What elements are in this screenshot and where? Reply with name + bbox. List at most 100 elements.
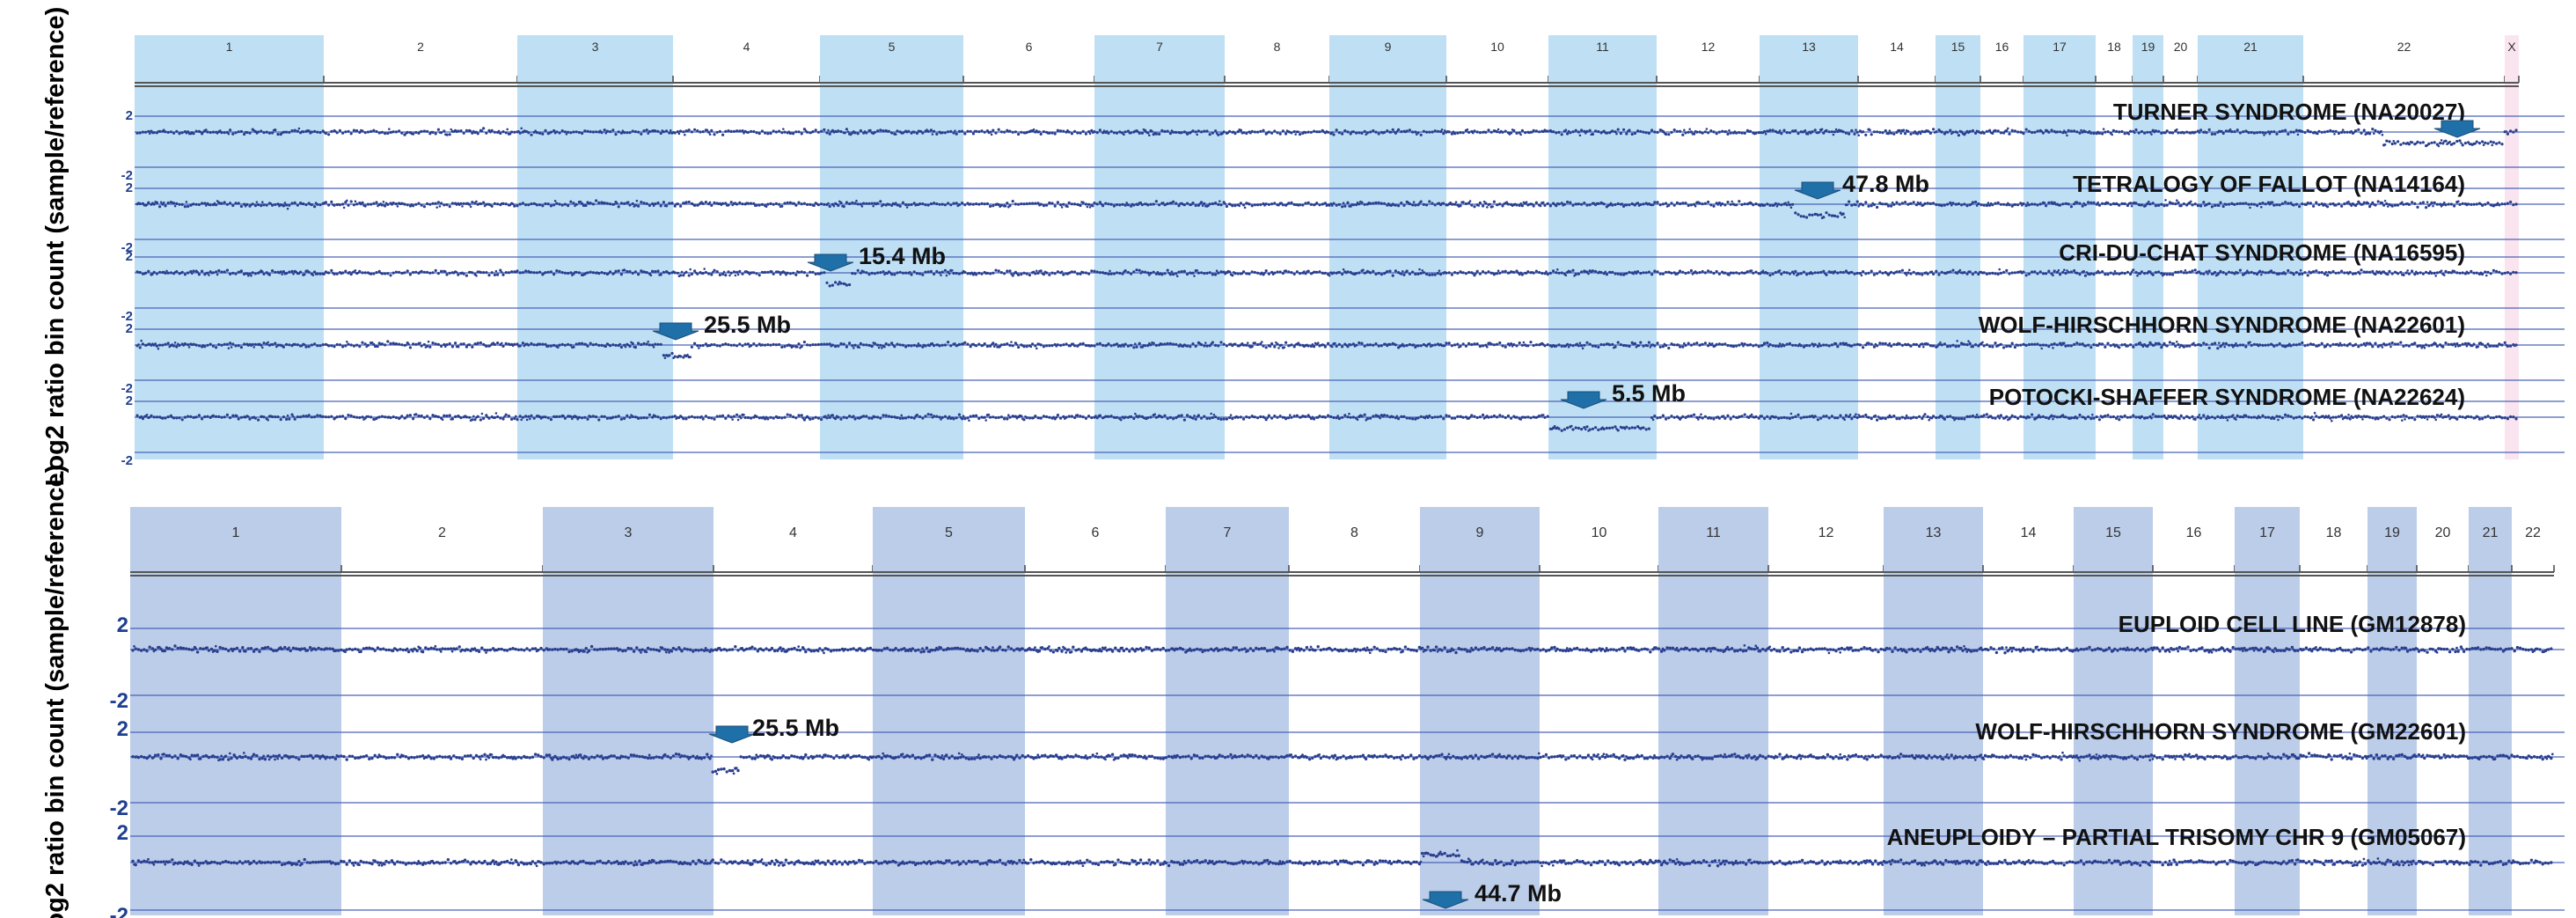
data-point bbox=[2284, 272, 2287, 275]
data-point bbox=[1299, 203, 1302, 207]
data-point bbox=[1816, 271, 1819, 275]
data-point bbox=[302, 202, 305, 206]
data-point bbox=[2157, 203, 2161, 207]
data-point bbox=[1661, 202, 1665, 206]
data-point bbox=[2177, 131, 2180, 135]
data-point bbox=[229, 416, 232, 420]
data-point bbox=[2008, 132, 2011, 136]
data-point bbox=[2489, 272, 2492, 275]
data-point bbox=[628, 344, 632, 349]
data-point bbox=[2221, 271, 2225, 275]
data-point bbox=[1093, 269, 1096, 273]
data-point bbox=[755, 272, 758, 275]
data-point bbox=[2379, 343, 2382, 347]
data-point bbox=[2250, 343, 2253, 347]
data-point bbox=[1233, 342, 1237, 346]
data-point bbox=[2140, 129, 2143, 134]
data-point bbox=[169, 271, 172, 275]
data-point bbox=[471, 201, 474, 204]
data-point bbox=[710, 129, 714, 132]
data-point bbox=[1039, 343, 1043, 347]
data-point bbox=[2083, 344, 2087, 348]
data-point bbox=[1918, 344, 1921, 349]
data-point bbox=[1968, 341, 1972, 345]
data-point bbox=[2294, 271, 2298, 275]
data-point bbox=[2404, 271, 2408, 275]
data-point bbox=[929, 202, 933, 206]
data-point bbox=[707, 272, 711, 275]
data-point bbox=[276, 202, 280, 206]
data-point bbox=[1342, 268, 1345, 271]
data-point bbox=[1998, 268, 2001, 271]
data-point bbox=[2101, 202, 2104, 205]
data-point bbox=[1619, 273, 1622, 276]
data-point bbox=[1374, 342, 1378, 346]
data-point bbox=[2228, 270, 2231, 274]
data-point bbox=[1650, 129, 1654, 132]
data-point bbox=[518, 202, 522, 206]
data-point bbox=[1532, 271, 1535, 275]
data-point bbox=[1334, 341, 1336, 345]
data-point bbox=[1688, 128, 1691, 131]
data-point bbox=[389, 274, 392, 277]
data-point bbox=[546, 416, 550, 420]
data-point bbox=[257, 203, 260, 207]
data-point bbox=[935, 202, 939, 206]
data-point bbox=[1109, 202, 1113, 206]
data-point bbox=[516, 418, 519, 422]
data-point bbox=[1681, 345, 1685, 349]
data-point bbox=[414, 270, 418, 274]
chromosome-label-9: 9 bbox=[1385, 40, 1392, 54]
data-point bbox=[1189, 345, 1192, 349]
data-point bbox=[1895, 201, 1899, 204]
data-point bbox=[572, 202, 575, 205]
data-point bbox=[355, 202, 359, 206]
data-point bbox=[2221, 131, 2225, 136]
data-point bbox=[2514, 271, 2518, 275]
data-point bbox=[2383, 200, 2387, 202]
data-point bbox=[1214, 129, 1218, 133]
data-point bbox=[1062, 202, 1065, 206]
data-point bbox=[518, 271, 522, 275]
data-point bbox=[2027, 129, 2031, 133]
data-point bbox=[1811, 342, 1814, 346]
data-point bbox=[2315, 269, 2318, 273]
data-point bbox=[1988, 272, 1992, 275]
data-point bbox=[229, 341, 232, 345]
data-point bbox=[2137, 131, 2141, 135]
data-point bbox=[384, 204, 387, 208]
data-point bbox=[2296, 133, 2300, 136]
data-point bbox=[2191, 269, 2194, 273]
data-point bbox=[2334, 203, 2338, 207]
data-point bbox=[178, 202, 181, 206]
data-point bbox=[361, 129, 364, 133]
data-point bbox=[1186, 344, 1189, 348]
data-point bbox=[231, 203, 235, 208]
data-point bbox=[926, 270, 930, 274]
data-point bbox=[1151, 129, 1153, 133]
data-point bbox=[729, 201, 733, 204]
data-point bbox=[1996, 129, 2000, 133]
data-point bbox=[1501, 344, 1504, 348]
data-point bbox=[2163, 272, 2166, 275]
data-point bbox=[614, 269, 618, 273]
data-point bbox=[1467, 130, 1471, 134]
data-point bbox=[286, 414, 289, 417]
data-point bbox=[856, 202, 860, 206]
data-point bbox=[2083, 203, 2087, 207]
data-point bbox=[825, 342, 829, 346]
data-point bbox=[738, 342, 742, 346]
data-point bbox=[527, 131, 531, 135]
data-point bbox=[1642, 344, 1645, 348]
data-point bbox=[1331, 204, 1334, 207]
data-point bbox=[380, 203, 384, 207]
data-point bbox=[203, 202, 207, 205]
data-point bbox=[2381, 133, 2384, 136]
data-point bbox=[1639, 341, 1643, 344]
data-point bbox=[970, 271, 973, 275]
data-point bbox=[2309, 130, 2312, 134]
data-point bbox=[496, 341, 500, 345]
data-point bbox=[459, 416, 463, 420]
data-point bbox=[518, 415, 522, 418]
data-point bbox=[654, 202, 657, 206]
